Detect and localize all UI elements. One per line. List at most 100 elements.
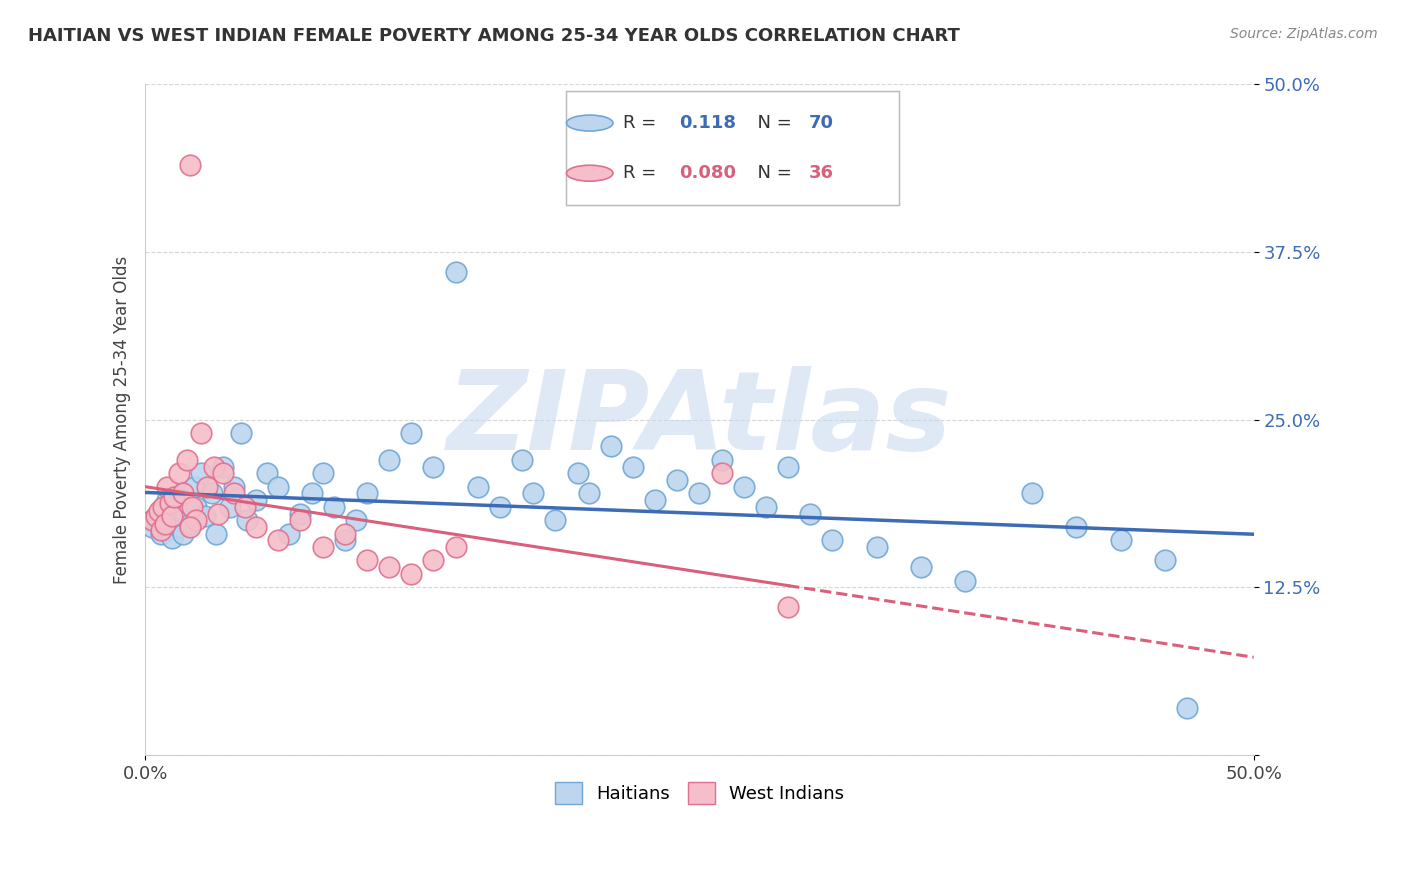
Point: [444, 540, 467, 554]
Point: [778, 459, 800, 474]
Point: [167, 467, 190, 481]
Point: [311, 540, 333, 554]
Point: [290, 507, 312, 521]
Point: [176, 496, 198, 510]
Point: [710, 453, 733, 467]
Point: [202, 459, 225, 474]
Point: [578, 486, 600, 500]
Point: [245, 520, 267, 534]
Point: [156, 523, 179, 537]
Text: ZIPAtlas: ZIPAtlas: [447, 367, 952, 473]
Point: [755, 500, 778, 514]
Legend: Haitians, West Indians: Haitians, West Indians: [546, 772, 853, 813]
Point: [621, 459, 644, 474]
Point: [179, 520, 201, 534]
Point: [159, 509, 181, 524]
Point: [159, 496, 181, 510]
Point: [205, 526, 228, 541]
Point: [155, 517, 177, 532]
Point: [401, 566, 423, 581]
Point: [145, 513, 167, 527]
Point: [180, 500, 202, 514]
Point: [236, 513, 259, 527]
Point: [207, 507, 229, 521]
Point: [152, 500, 174, 514]
Point: [267, 533, 290, 548]
Point: [666, 473, 689, 487]
Point: [186, 513, 208, 527]
Point: [567, 467, 589, 481]
Point: [222, 486, 245, 500]
Point: [356, 553, 378, 567]
Point: [333, 533, 356, 548]
Point: [149, 526, 172, 541]
Point: [152, 500, 174, 514]
Point: [278, 526, 301, 541]
Point: [333, 526, 356, 541]
Point: [172, 526, 194, 541]
Point: [179, 158, 201, 172]
Point: [422, 459, 444, 474]
Point: [222, 480, 245, 494]
Point: [170, 486, 193, 500]
Point: [218, 500, 240, 514]
Point: [599, 440, 621, 454]
Point: [733, 480, 755, 494]
Point: [201, 486, 224, 500]
Text: Source: ZipAtlas.com: Source: ZipAtlas.com: [1230, 27, 1378, 41]
Point: [163, 513, 186, 527]
Point: [510, 453, 533, 467]
Y-axis label: Female Poverty Among 25-34 Year Olds: Female Poverty Among 25-34 Year Olds: [114, 255, 131, 583]
Point: [148, 504, 170, 518]
Point: [165, 504, 187, 518]
Point: [710, 467, 733, 481]
Point: [141, 520, 163, 534]
Point: [186, 500, 208, 514]
Point: [1109, 533, 1132, 548]
Point: [290, 513, 312, 527]
Point: [401, 426, 423, 441]
Point: [267, 480, 290, 494]
Point: [1175, 701, 1198, 715]
Text: HAITIAN VS WEST INDIAN FEMALE POVERTY AMONG 25-34 YEAR OLDS CORRELATION CHART: HAITIAN VS WEST INDIAN FEMALE POVERTY AM…: [28, 27, 960, 45]
Point: [190, 467, 212, 481]
Point: [688, 486, 710, 500]
Point: [444, 265, 467, 279]
Point: [172, 486, 194, 500]
Point: [245, 493, 267, 508]
Point: [148, 507, 170, 521]
Point: [467, 480, 489, 494]
Point: [1154, 553, 1177, 567]
Point: [176, 453, 198, 467]
Point: [256, 467, 278, 481]
Point: [160, 531, 183, 545]
Point: [212, 459, 235, 474]
Point: [155, 517, 177, 532]
Point: [778, 600, 800, 615]
Point: [212, 467, 235, 481]
Point: [156, 480, 179, 494]
Point: [195, 480, 218, 494]
Point: [145, 509, 167, 524]
Point: [156, 493, 179, 508]
Point: [183, 480, 205, 494]
Point: [194, 509, 217, 524]
Point: [799, 507, 821, 521]
Point: [149, 523, 172, 537]
Point: [1064, 520, 1087, 534]
Point: [167, 520, 190, 534]
Point: [190, 426, 212, 441]
Point: [644, 493, 666, 508]
Point: [160, 509, 183, 524]
Point: [179, 517, 201, 532]
Point: [522, 486, 544, 500]
Point: [141, 513, 163, 527]
Point: [422, 553, 444, 567]
Point: [163, 491, 186, 505]
Point: [356, 486, 378, 500]
Point: [301, 486, 323, 500]
Point: [489, 500, 512, 514]
Point: [174, 507, 197, 521]
Point: [866, 540, 889, 554]
Point: [378, 560, 401, 574]
